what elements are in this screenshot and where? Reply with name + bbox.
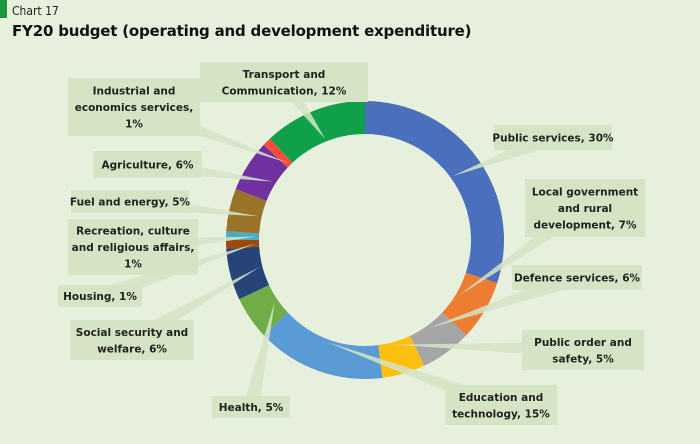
slice-label: Health, 5% <box>219 402 284 414</box>
slice-label: and rural <box>558 203 612 215</box>
callout-box <box>212 396 290 418</box>
callout-box <box>93 151 202 178</box>
chart-title: FY20 budget (operating and development e… <box>12 22 472 40</box>
slice-label: Industrial and <box>93 86 176 98</box>
slice-label: Communication, 12% <box>222 85 347 97</box>
slice-agriculture-6 <box>235 144 288 201</box>
slice-label: welfare, 6% <box>97 343 167 355</box>
slice-label: Education and <box>459 392 544 404</box>
slice-label: Recreation, culture <box>76 226 190 238</box>
chart-number: Chart 17 <box>12 4 59 18</box>
callout-box <box>445 385 557 425</box>
callout-box <box>525 179 645 237</box>
callout-box <box>58 285 142 307</box>
slice-public-services-30 <box>365 101 504 283</box>
slice-label: Public order and <box>534 337 632 349</box>
slice-health-5 <box>239 285 288 336</box>
slice-label: Housing, 1% <box>63 291 137 303</box>
slice-fuel-and-energy-5 <box>226 188 267 234</box>
callout-box <box>70 320 194 360</box>
slice-label: Agriculture, 6% <box>102 160 194 172</box>
slice-label: Local government <box>532 187 638 199</box>
slice-label: Public services, 30% <box>492 133 614 145</box>
slice-label: economics services, <box>75 102 194 114</box>
slice-label: Transport and <box>243 69 326 81</box>
callout-box <box>512 265 642 290</box>
slice-label: safety, 5% <box>552 353 614 365</box>
slice-social-security-and-welfare-6 <box>226 246 270 300</box>
slice-label: 1% <box>125 119 143 131</box>
callout-box <box>200 62 368 102</box>
slice-label: and religious affairs, <box>72 242 195 254</box>
slice-label: Defence services, 6% <box>514 273 641 285</box>
slice-defence-services-6 <box>410 312 467 366</box>
slice-label: development, 7% <box>534 220 637 232</box>
callout-leader <box>243 301 275 409</box>
callouts: Public services, 30% Local government and … <box>58 62 645 425</box>
callout-box <box>68 219 198 275</box>
donut-slices <box>226 101 504 379</box>
callout-box <box>522 330 644 370</box>
slice-label: Social security and <box>76 327 188 339</box>
callout-box <box>494 125 612 150</box>
slice-label: 1% <box>124 259 142 271</box>
slice-industrial-and-economics-services-1 <box>263 138 293 168</box>
slice-education-and-technology-15 <box>263 312 383 379</box>
chart-number-marker <box>0 0 7 18</box>
slice-housing-1 <box>226 240 260 249</box>
callout-box <box>68 78 200 136</box>
slice-transport-and-communication-12 <box>269 101 365 163</box>
slice-label: Fuel and energy, 5% <box>70 197 191 209</box>
callout-box <box>71 190 189 213</box>
slice-label: technology, 15% <box>452 408 550 420</box>
